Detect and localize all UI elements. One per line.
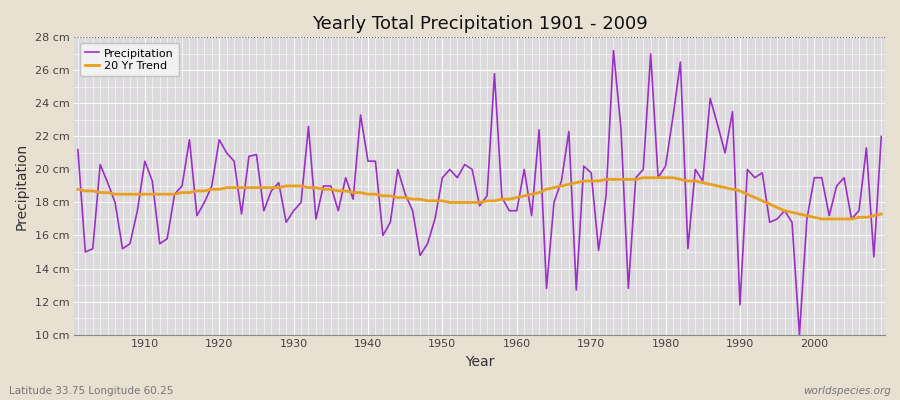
Precipitation: [600, 194, 611, 198]
20 Yr Trend: [296, 184, 307, 188]
Precipitation: [340, 175, 351, 180]
20 Yr Trend: [504, 197, 515, 202]
Precipitation: [73, 147, 84, 152]
20 Yr Trend: [511, 195, 522, 200]
Line: Precipitation: Precipitation: [78, 50, 881, 334]
Precipitation: [794, 332, 805, 337]
Precipitation: [608, 48, 619, 53]
20 Yr Trend: [600, 177, 611, 182]
Precipitation: [511, 208, 522, 213]
20 Yr Trend: [876, 212, 886, 216]
Line: 20 Yr Trend: 20 Yr Trend: [78, 178, 881, 219]
Precipitation: [296, 200, 307, 205]
Text: worldspecies.org: worldspecies.org: [803, 386, 891, 396]
X-axis label: Year: Year: [465, 355, 494, 369]
Text: Latitude 33.75 Longitude 60.25: Latitude 33.75 Longitude 60.25: [9, 386, 174, 396]
Title: Yearly Total Precipitation 1901 - 2009: Yearly Total Precipitation 1901 - 2009: [311, 15, 647, 33]
Precipitation: [876, 134, 886, 139]
20 Yr Trend: [816, 216, 827, 221]
Y-axis label: Precipitation: Precipitation: [15, 142, 29, 230]
Legend: Precipitation, 20 Yr Trend: Precipitation, 20 Yr Trend: [80, 43, 179, 76]
Precipitation: [504, 208, 515, 213]
Precipitation: [132, 208, 143, 213]
20 Yr Trend: [132, 192, 143, 197]
20 Yr Trend: [638, 175, 649, 180]
20 Yr Trend: [340, 188, 351, 193]
20 Yr Trend: [73, 187, 84, 192]
